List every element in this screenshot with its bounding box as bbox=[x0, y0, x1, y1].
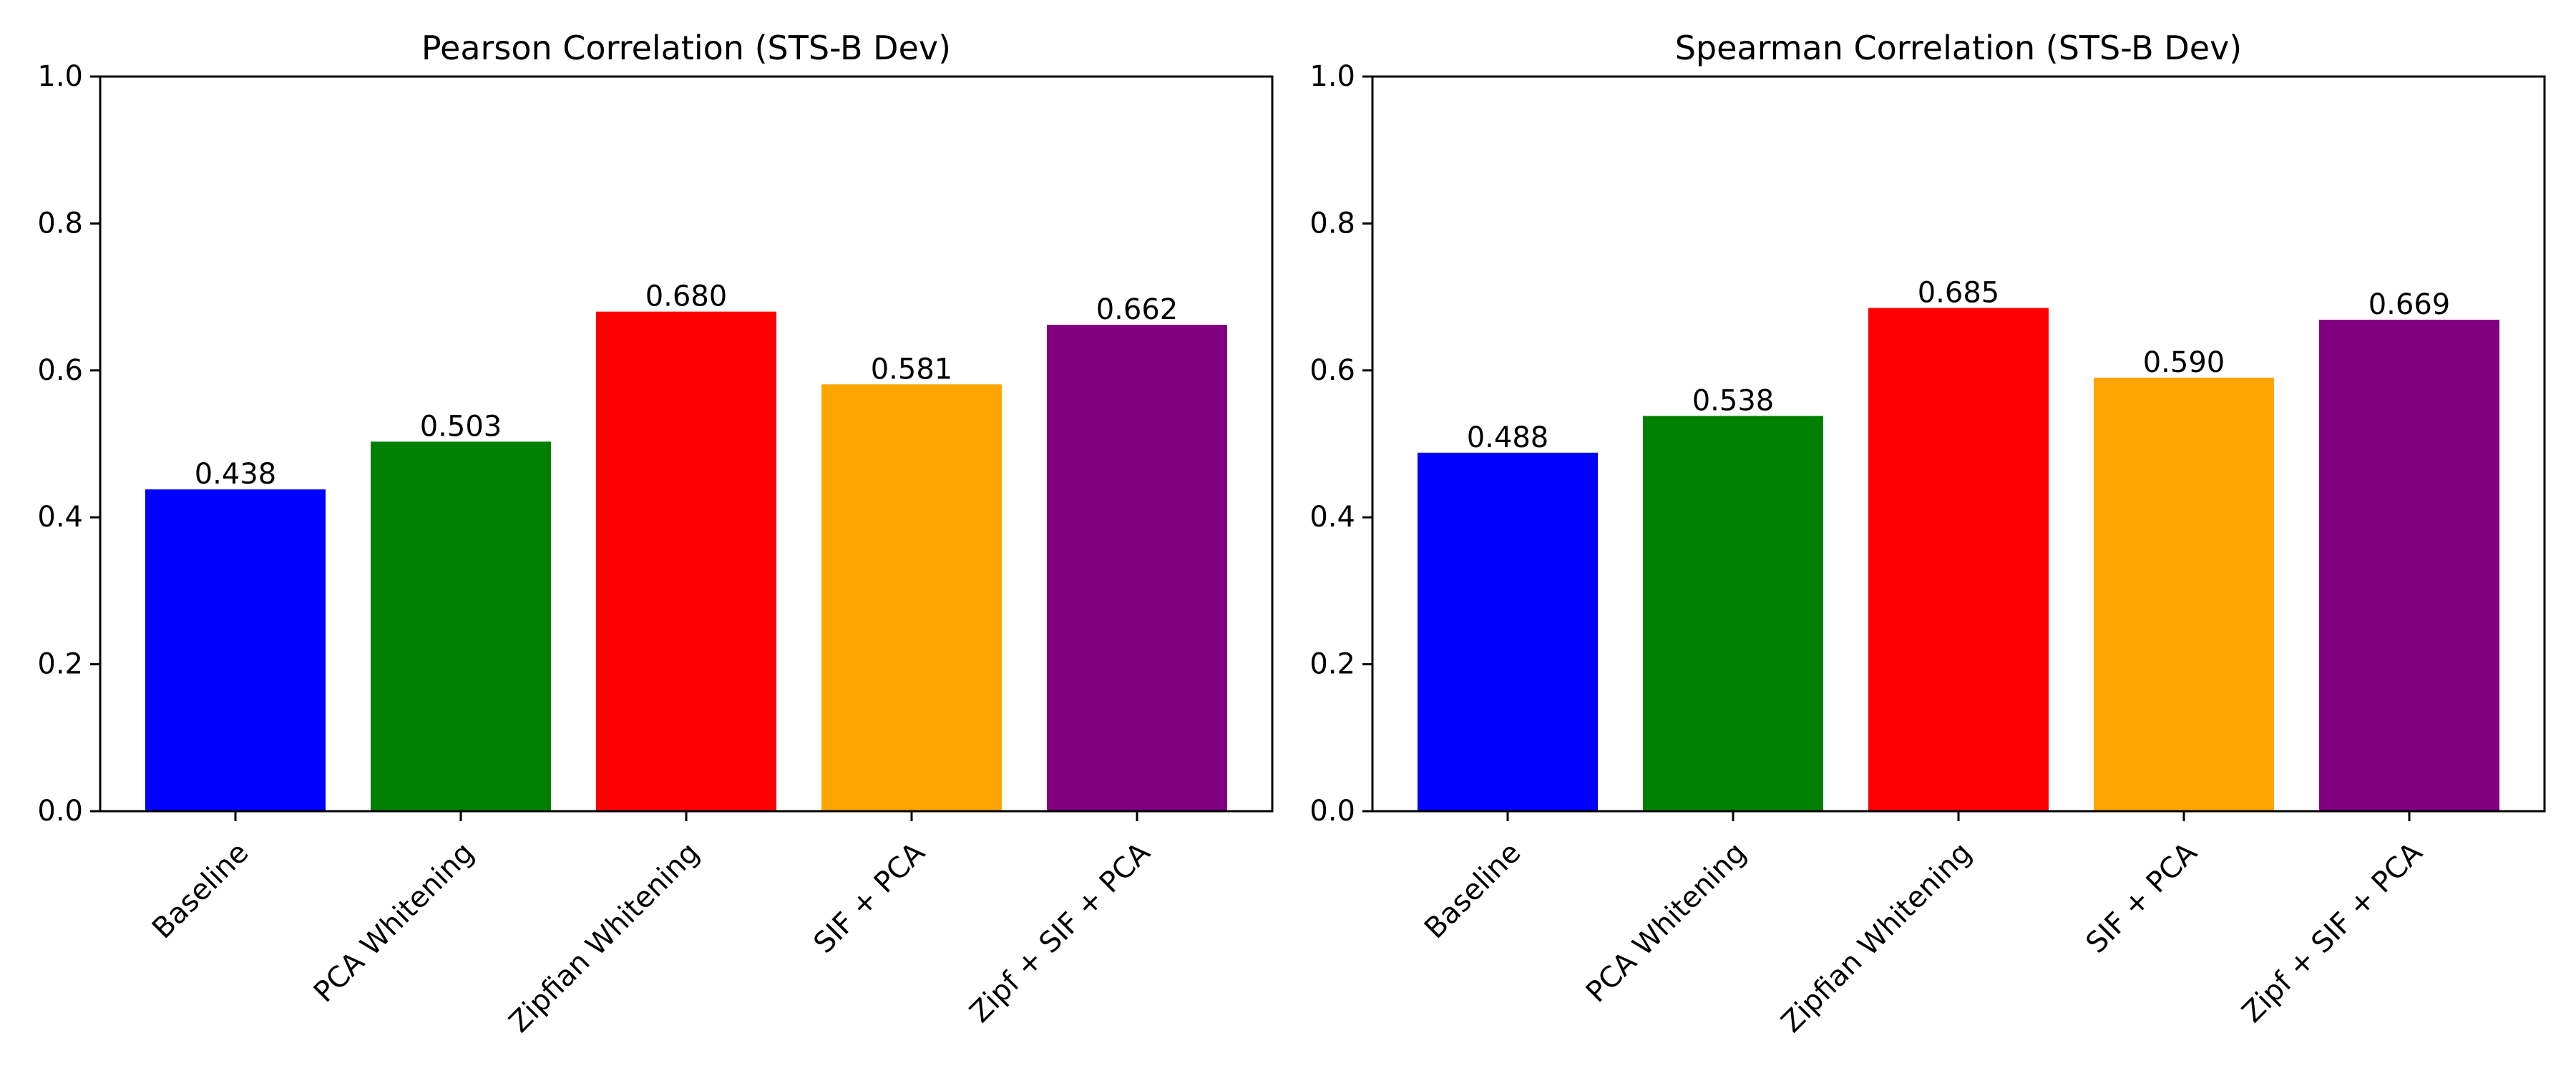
bar bbox=[1418, 452, 1598, 811]
bar bbox=[1643, 416, 1823, 811]
bar bbox=[1047, 325, 1227, 812]
y-tick-label: 0.6 bbox=[1309, 354, 1355, 387]
bar bbox=[1868, 308, 2049, 811]
y-tick-label: 0.8 bbox=[1309, 207, 1355, 240]
data-labels: 0.488 0.538 0.685 0.590 0.669 bbox=[1467, 277, 2451, 454]
bar bbox=[145, 489, 326, 811]
bar-value-label: 0.680 bbox=[645, 280, 728, 313]
bar-value-label: 0.590 bbox=[2143, 346, 2225, 379]
y-tick-label: 0.4 bbox=[37, 501, 83, 534]
y-tick-label: 0.6 bbox=[37, 354, 83, 387]
y-tick-label: 1.0 bbox=[37, 60, 83, 93]
y-tick-label: 0.2 bbox=[1309, 648, 1355, 681]
bar-value-label: 0.581 bbox=[871, 353, 953, 386]
plot-frame bbox=[99, 75, 1274, 813]
bar-value-label: 0.685 bbox=[1918, 277, 2000, 310]
bar-series bbox=[145, 311, 1227, 812]
y-tick-label: 0.8 bbox=[37, 207, 83, 240]
bar bbox=[596, 311, 776, 811]
bar bbox=[821, 384, 1002, 811]
bar bbox=[371, 441, 551, 811]
plot-frame bbox=[1371, 75, 2546, 813]
bar-value-label: 0.503 bbox=[420, 410, 502, 443]
bar-value-label: 0.438 bbox=[195, 458, 277, 491]
bar bbox=[2319, 319, 2499, 811]
chart-title: Spearman Correlation (STS-B Dev) bbox=[1675, 29, 2243, 67]
y-tick-label: 0.4 bbox=[1309, 501, 1355, 534]
bar-value-label: 0.538 bbox=[1692, 384, 1775, 417]
bar bbox=[2094, 378, 2274, 811]
bar-value-label: 0.662 bbox=[1096, 293, 1179, 326]
bar-series bbox=[1418, 308, 2499, 811]
data-labels: 0.438 0.503 0.680 0.581 0.662 bbox=[195, 280, 1179, 491]
bar-value-label: 0.669 bbox=[2368, 288, 2451, 321]
chart-title: Pearson Correlation (STS-B Dev) bbox=[421, 29, 951, 67]
y-tick-label: 0.0 bbox=[37, 795, 83, 828]
y-axis: 0.0 0.2 0.4 0.6 0.8 1.0 bbox=[1309, 60, 1372, 828]
bar-value-label: 0.488 bbox=[1467, 421, 1549, 454]
y-tick-label: 0.0 bbox=[1309, 795, 1355, 828]
y-tick-label: 1.0 bbox=[1309, 60, 1355, 93]
y-axis: 0.0 0.2 0.4 0.6 0.8 1.0 bbox=[37, 60, 100, 828]
y-tick-label: 0.2 bbox=[37, 648, 83, 681]
